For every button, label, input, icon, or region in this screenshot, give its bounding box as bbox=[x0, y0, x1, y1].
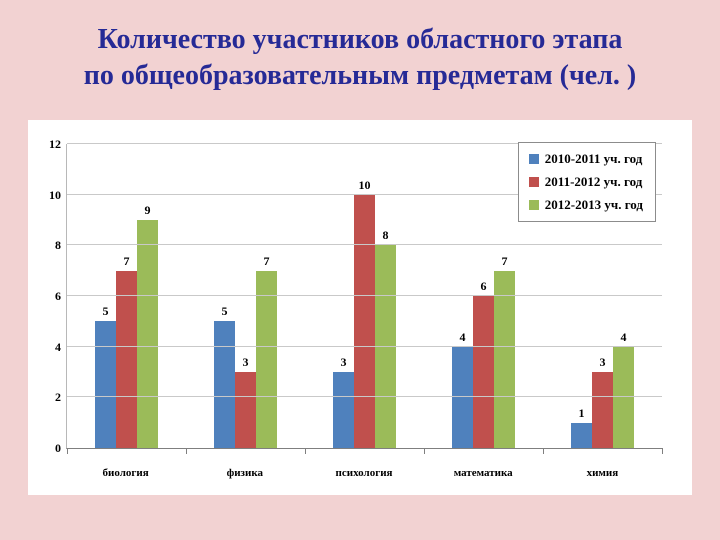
bar-value-label: 4 bbox=[459, 329, 466, 344]
bar-value-label: 6 bbox=[480, 279, 487, 293]
x-axis-tick bbox=[67, 448, 68, 454]
gridline bbox=[67, 143, 662, 144]
y-axis-tick-label: 12 bbox=[49, 137, 61, 151]
chart-title-line-2: по общеобразовательным предметам (чел. ) bbox=[83, 60, 637, 92]
bar-value-label: 7 bbox=[123, 253, 130, 268]
plot-area: 5 7 9 5 3 7 3 10 8 4 6 7 1 3 4 0 2 4 6 8 10 12 bbox=[49, 138, 663, 454]
legend-swatch-icon bbox=[528, 200, 539, 210]
x-axis-tick bbox=[543, 448, 544, 454]
bar: 6 bbox=[473, 279, 494, 448]
y-axis-tick-label: 0 bbox=[55, 441, 61, 455]
bar: 8 bbox=[375, 228, 396, 448]
bar-value-label: 8 bbox=[382, 228, 389, 243]
bar: 3 bbox=[592, 355, 613, 448]
bar-value-label: 10 bbox=[358, 177, 371, 192]
bar-value-label: 3 bbox=[340, 355, 347, 369]
x-axis-category-label: химия bbox=[586, 467, 619, 479]
x-axis-category-label: биология bbox=[102, 467, 149, 479]
bar: 7 bbox=[494, 254, 515, 448]
x-axis-labels: биология физика психология математика химия bbox=[66, 467, 662, 479]
bar: 5 bbox=[95, 304, 116, 448]
x-axis-tick bbox=[186, 448, 187, 454]
bar-value-label: 4 bbox=[620, 329, 627, 344]
x-axis-tick bbox=[424, 448, 425, 454]
chart-title: Количество участников областного этапа п… bbox=[0, 22, 720, 95]
gridline bbox=[67, 345, 662, 347]
bar-value-label: 3 bbox=[242, 355, 249, 369]
legend-item: 2011-2012 уч. год bbox=[528, 174, 643, 190]
bar: 3 bbox=[235, 355, 256, 448]
bar-groups: 5 7 9 5 3 7 3 10 8 4 6 7 1 3 4 bbox=[67, 144, 662, 448]
legend-label: 2010-2011 уч. год bbox=[544, 151, 643, 166]
bar: 5 bbox=[214, 304, 235, 448]
bar-group: 5 7 9 bbox=[67, 144, 186, 448]
bar: 7 bbox=[256, 254, 277, 448]
bar-value-label: 7 bbox=[263, 253, 270, 268]
legend-item: 2012-2013 уч. год bbox=[528, 197, 643, 213]
bar-group: 3 10 8 bbox=[305, 144, 424, 448]
gridline bbox=[67, 244, 662, 246]
y-axis-tick-label: 2 bbox=[55, 390, 61, 405]
gridline bbox=[67, 193, 662, 195]
bar-value-label: 9 bbox=[144, 203, 151, 217]
bar-value-label: 5 bbox=[221, 304, 228, 319]
x-axis-tick bbox=[662, 448, 663, 454]
bar: 7 bbox=[116, 254, 137, 448]
legend-item: 2010-2011 уч. год bbox=[528, 151, 643, 167]
y-axis-tick-label: 6 bbox=[55, 289, 61, 303]
bar-value-label: 1 bbox=[578, 405, 585, 420]
chart-title-line-1: Количество участников областного этапа bbox=[97, 24, 623, 55]
x-axis-tick bbox=[305, 448, 306, 454]
bar-group: 5 3 7 bbox=[186, 144, 305, 448]
bar-value-label: 5 bbox=[102, 304, 109, 319]
legend: 2010-2011 уч. год 2011-2012 уч. год 2012-2… bbox=[517, 142, 656, 222]
legend-label: 2011-2012 уч. год bbox=[544, 174, 643, 189]
bar: 1 bbox=[571, 406, 592, 448]
gridline bbox=[67, 396, 662, 398]
bar: 9 bbox=[137, 203, 158, 448]
bar-value-label: 7 bbox=[501, 253, 508, 268]
bar-chart: 5 7 9 5 3 7 3 10 8 4 6 7 1 3 4 0 2 4 6 8 10 12 биология физик… bbox=[28, 120, 692, 495]
bar-value-label: 3 bbox=[599, 355, 606, 369]
x-axis-category-label: физика bbox=[226, 467, 263, 479]
bar: 3 bbox=[333, 355, 354, 448]
y-axis-tick-label: 10 bbox=[49, 187, 61, 202]
legend-swatch-icon bbox=[528, 154, 539, 164]
legend-swatch-icon bbox=[528, 177, 539, 187]
y-axis-tick-label: 4 bbox=[55, 339, 61, 354]
y-axis-tick-label: 8 bbox=[55, 238, 61, 253]
x-axis-category-label: психология bbox=[335, 467, 393, 479]
x-axis-category-label: математика bbox=[453, 467, 513, 479]
legend-label: 2012-2013 уч. год bbox=[544, 197, 643, 212]
gridline bbox=[67, 295, 662, 296]
bar: 10 bbox=[354, 178, 375, 448]
